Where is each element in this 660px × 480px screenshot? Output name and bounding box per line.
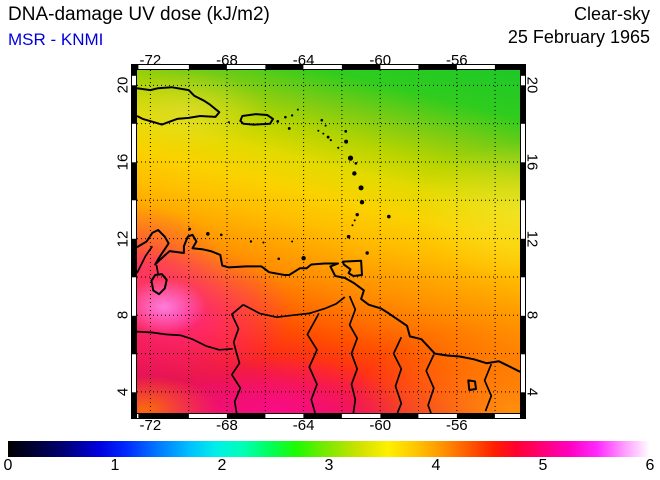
- y-tick-left: 12: [114, 230, 132, 247]
- map-frame-top: [131, 64, 526, 70]
- border-river-venezuela-guyana-border: [348, 295, 359, 413]
- island-dot: [365, 251, 369, 255]
- colorbar-tick: 4: [431, 457, 441, 474]
- date-label: 25 February 1965: [507, 27, 650, 47]
- y-tick-left: 4: [114, 387, 132, 397]
- map-frame-left: [131, 64, 137, 419]
- coastline-puerto-rico: [239, 113, 274, 126]
- condition-label: Clear-sky: [573, 4, 650, 24]
- border-river-essequibo-river: [392, 336, 403, 413]
- island-dot: [301, 255, 306, 261]
- island-dot: [206, 232, 210, 236]
- island-dot: [355, 212, 359, 217]
- island-dot: [326, 135, 330, 139]
- island-dot: [320, 118, 324, 122]
- x-tick-bottom: -64: [292, 417, 315, 434]
- map-overlay-svg: [137, 70, 520, 413]
- data-source-label: MSR - KNMI: [8, 30, 104, 49]
- island-dot: [344, 129, 348, 133]
- border-river-orinoco-main-stem: [242, 296, 346, 319]
- island-dot: [249, 240, 253, 243]
- y-tick-left: 8: [114, 311, 132, 320]
- border-river-meta-river: [137, 330, 233, 351]
- island-dot: [344, 139, 349, 144]
- grid-lines: [137, 70, 520, 413]
- coastline-guyana-lake-loop: [467, 379, 477, 391]
- island-dot: [347, 155, 354, 161]
- island-dot: [317, 129, 320, 132]
- colorbar-tick: 1: [110, 457, 120, 474]
- coastline-trinidad: [341, 259, 363, 277]
- x-tick-top: -68: [216, 52, 238, 69]
- island-dot: [227, 121, 230, 124]
- colorbar-tick: 6: [645, 457, 655, 474]
- colorbar-tick-labels: 0 1 2 3 4 5 6: [4, 457, 655, 477]
- colorbar-tick: 2: [217, 457, 227, 474]
- colorbar-tick: 0: [3, 457, 13, 474]
- y-tick-right: 16: [523, 153, 541, 171]
- colorbar: [8, 441, 650, 457]
- border-river-colombia-venezuela-border: [137, 245, 153, 274]
- island-dot: [287, 127, 291, 130]
- island-dot: [322, 132, 325, 135]
- island-dot: [284, 115, 287, 119]
- x-tick-top: -64: [292, 52, 315, 69]
- y-tick-right: 8: [523, 311, 541, 320]
- x-tick-bottom: -72: [139, 417, 162, 434]
- island-dot: [277, 257, 281, 261]
- island-dot: [291, 240, 294, 243]
- border-river-maracaibo-strait: [155, 264, 159, 275]
- border-river-caroni-river: [306, 312, 320, 413]
- y-tick-right: 4: [523, 387, 541, 397]
- x-tick-bottom: -68: [216, 417, 238, 434]
- x-tick-bottom: -60: [369, 417, 392, 434]
- colorbar-tick: 3: [324, 457, 334, 474]
- colorbar-tick: 5: [538, 457, 548, 474]
- island-dot: [296, 108, 299, 111]
- island-dot: [219, 233, 223, 237]
- coastline-south-america-north-coast: [137, 229, 520, 373]
- island-dot: [354, 162, 358, 165]
- map-panel: [131, 64, 526, 419]
- border-river-upper-orinoco: [230, 304, 244, 413]
- coastline-hispaniola: [137, 86, 221, 126]
- island-dot: [351, 224, 354, 227]
- x-tick-top: -56: [445, 52, 468, 69]
- y-tick-right: 20: [523, 76, 541, 94]
- y-tick-left: 20: [114, 76, 132, 94]
- map-frame-bottom: [131, 413, 526, 419]
- island-dot: [276, 119, 280, 123]
- border-river-maroni-border: [483, 363, 493, 412]
- island-dot: [353, 219, 356, 222]
- map-frame-right: [520, 64, 526, 419]
- y-tick-left: 16: [114, 153, 132, 171]
- island-dot: [387, 214, 391, 219]
- coastlines: [137, 86, 520, 413]
- x-tick-top: -72: [139, 52, 162, 69]
- coastline-lake-maracaibo: [150, 273, 168, 296]
- border-river-courantyne-border: [425, 354, 435, 413]
- x-tick-bottom: -56: [445, 417, 468, 434]
- island-dot: [290, 114, 294, 117]
- page-title: DNA-damage UV dose (kJ/m2): [8, 4, 270, 25]
- island-dot: [324, 124, 327, 127]
- island-dot: [329, 139, 332, 142]
- uv-dose-field: [137, 70, 520, 413]
- island-dot: [358, 185, 364, 191]
- y-tick-right: 12: [523, 230, 541, 247]
- island-dot: [262, 241, 265, 244]
- island-dot: [346, 234, 351, 239]
- island-dot: [188, 227, 192, 231]
- island-dot: [352, 171, 357, 176]
- island-dot: [337, 146, 340, 149]
- x-tick-top: -60: [369, 52, 392, 69]
- island-dot: [359, 200, 365, 205]
